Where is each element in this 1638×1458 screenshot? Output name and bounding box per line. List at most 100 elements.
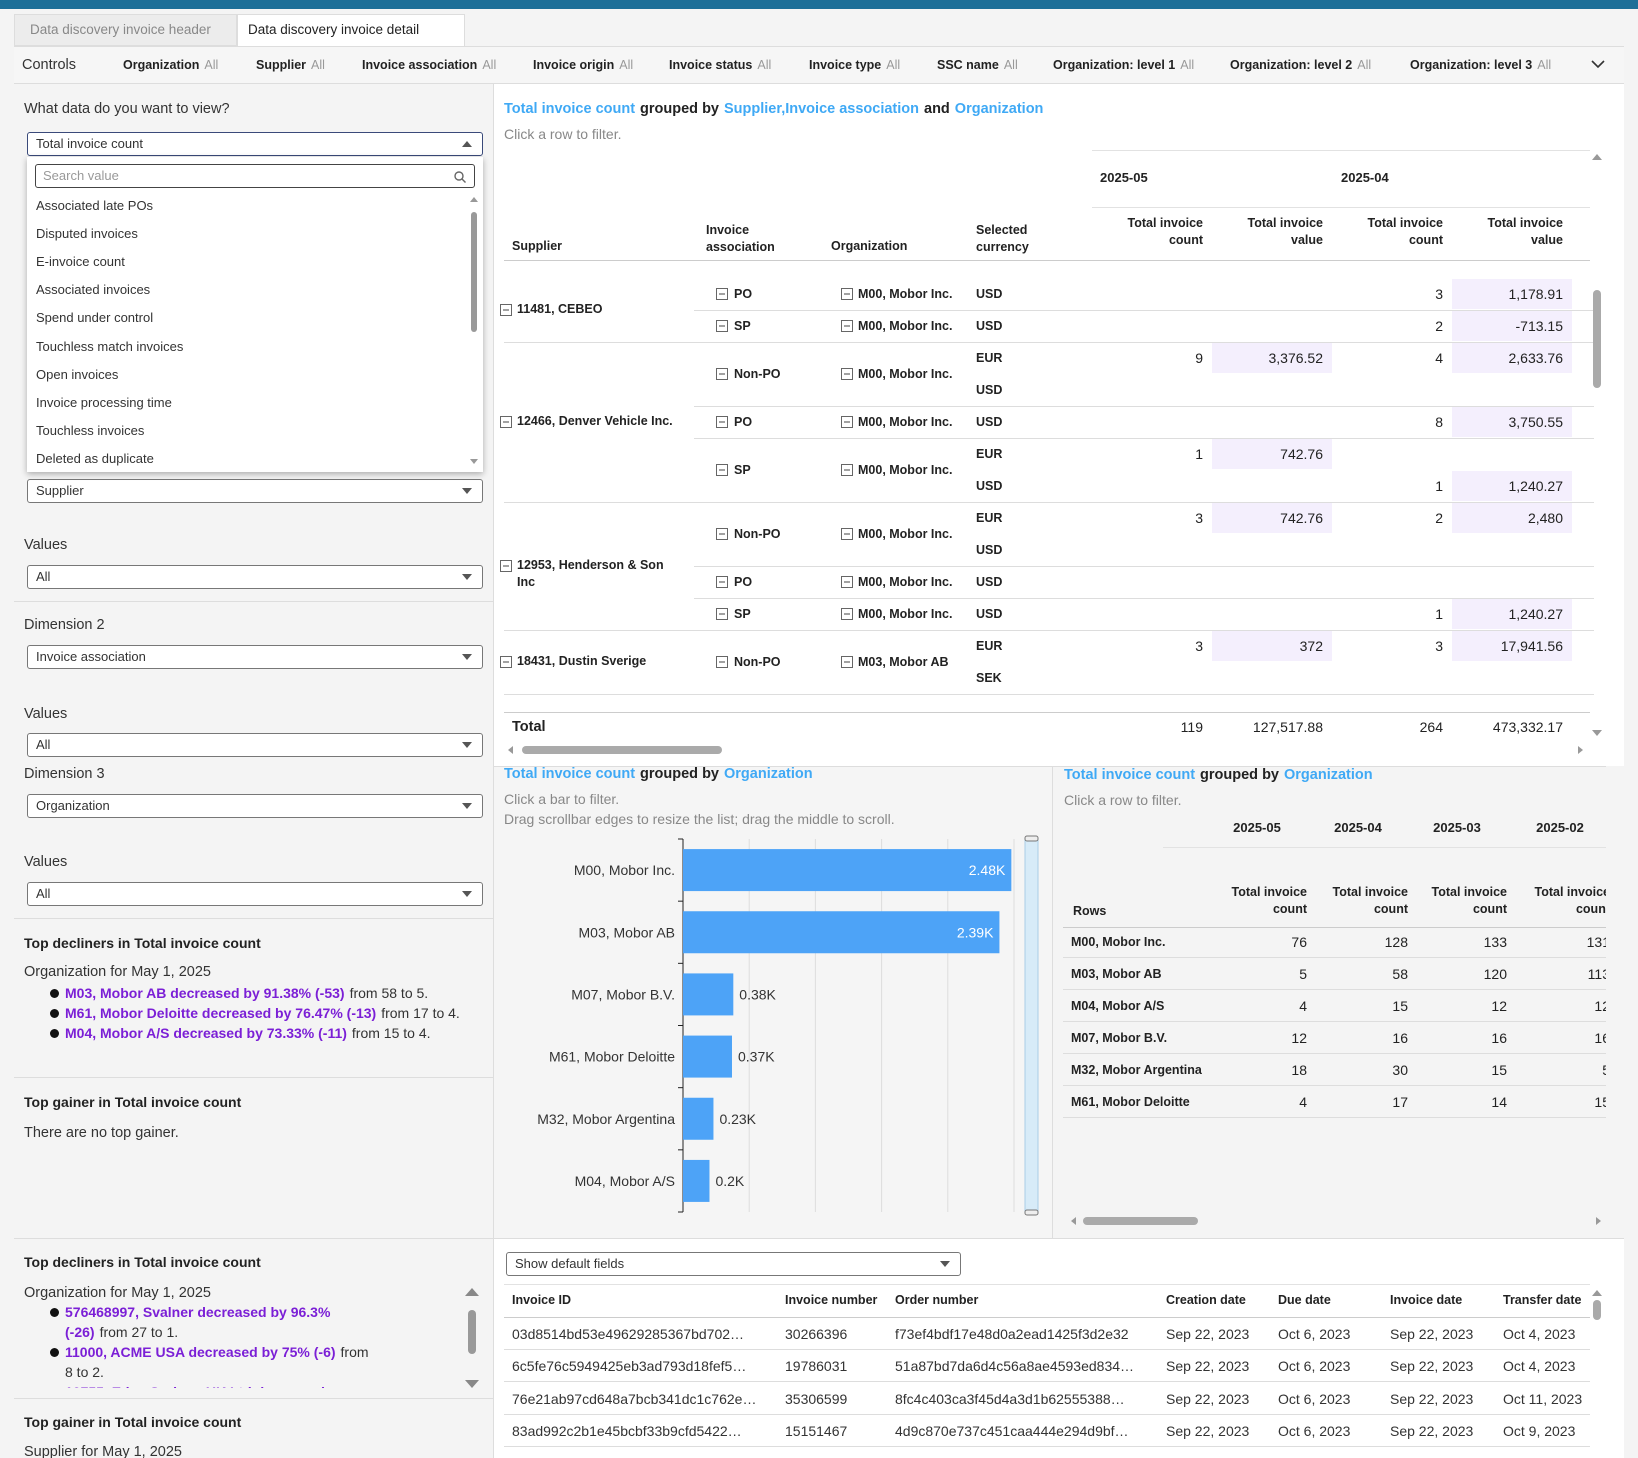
filter[interactable]: Organization All — [123, 56, 218, 74]
organization[interactable]: M00, Mobor Inc. — [858, 607, 953, 621]
insight-link[interactable]: 11000, ACME USA decreased by 75% (-6) — [65, 1344, 336, 1360]
title-link[interactable]: Total invoice count — [504, 766, 636, 782]
divider — [504, 1317, 1590, 1318]
divider — [694, 566, 1594, 567]
association[interactable]: PO — [734, 575, 753, 589]
divider — [1163, 847, 1606, 848]
dropdown-option[interactable]: Touchless invoices — [36, 422, 145, 438]
filter[interactable]: Invoice association All — [362, 56, 496, 74]
association[interactable]: PO — [734, 287, 753, 301]
select[interactable]: All — [27, 565, 483, 589]
insight-link[interactable]: 576468997, Svalner decreased by 96.3% (-… — [65, 1304, 331, 1340]
filter[interactable]: Invoice origin All — [533, 56, 633, 74]
row-name: M04, Mobor A/S — [1071, 999, 1165, 1013]
title-link[interactable]: Organization — [954, 101, 1044, 117]
table-row[interactable]: M32, Mobor Argentina 18 30 155 — [1063, 1054, 1606, 1086]
filter[interactable]: Organization: level 3 All — [1410, 56, 1551, 74]
association[interactable]: SP — [734, 319, 751, 333]
insight-link[interactable]: M61, Mobor Deloitte decreased by 76.47% … — [65, 1005, 377, 1021]
table-row[interactable]: 6c5fe76c5949425eb3ad793d18fef5… 19786031 5… — [504, 1350, 1590, 1383]
dropdown-option[interactable]: Associated late POs — [36, 198, 154, 213]
divider — [504, 502, 1594, 503]
search-box[interactable]: Search value — [35, 164, 475, 188]
controls-title: Controls — [22, 57, 76, 73]
table-row[interactable]: 83ad992c2b1e45bcbf33b9cfd5422… 15151467 4d… — [504, 1415, 1590, 1447]
insight-item[interactable]: M03, Mobor AB decreased by 91.38% (-53) f… — [50, 983, 490, 1003]
organization[interactable]: M03, Mobor AB — [858, 655, 949, 669]
association[interactable]: PO — [734, 415, 753, 429]
insight-item[interactable]: 10755, Eden Springs UK Ltd decreased — [50, 1382, 370, 1388]
tab-active[interactable] — [237, 14, 465, 46]
table-row[interactable]: M04, Mobor A/S 4 15 12 12 — [1063, 990, 1606, 1022]
dropdown-option[interactable]: Disputed invoices — [36, 226, 138, 242]
insight-link[interactable]: M04, Mobor A/S decreased by 73.33% (-11) — [65, 1025, 347, 1041]
cell: 16 — [1491, 1030, 1507, 1046]
select[interactable]: Show default fields — [506, 1252, 961, 1276]
organization[interactable]: M00, Mobor Inc. — [858, 527, 953, 541]
title-link[interactable]: Organization — [724, 766, 813, 782]
title-link[interactable]: Organization — [1284, 767, 1373, 783]
insight-item[interactable]: 576468997, Svalner decreased by 96.3% (-… — [50, 1302, 370, 1342]
insight-link[interactable]: M03, Mobor AB decreased by 91.38% (-53) — [65, 985, 345, 1001]
filter[interactable]: Invoice status All — [669, 56, 771, 74]
organization[interactable]: M00, Mobor Inc. — [858, 463, 953, 477]
insight-item[interactable]: M04, Mobor A/S decreased by 73.33% (-11)… — [50, 1023, 490, 1043]
organization[interactable]: M00, Mobor Inc. — [858, 415, 953, 429]
table-row[interactable]: M03, Mobor AB 5 58 120 113 — [1063, 958, 1606, 990]
dropdown-option[interactable]: Associated invoices — [36, 282, 151, 298]
insight-item[interactable]: M61, Mobor Deloitte decreased by 76.47% … — [50, 1003, 490, 1023]
currency: EUR — [976, 511, 1003, 525]
filter[interactable]: SSC name All — [937, 56, 1018, 74]
supplier[interactable]: 12466, Denver Vehicle Inc. — [517, 414, 673, 428]
table-row[interactable]: M07, Mobor B.V. 12 16 16 16 — [1063, 1022, 1606, 1054]
filter[interactable]: Supplier All — [256, 56, 325, 74]
measure-header: Total invoice count — [1367, 216, 1443, 247]
insight-link[interactable]: 10755, Eden Springs UK Ltd decreased — [65, 1384, 325, 1388]
title-link[interactable]: Total invoice count — [1064, 767, 1196, 783]
association[interactable]: Non-PO — [734, 367, 781, 381]
collapse-icon — [841, 608, 853, 620]
cell: Sep 22, 2023 — [1390, 1358, 1474, 1375]
dropdown-option[interactable]: E-invoice count — [36, 254, 125, 270]
organization[interactable]: M00, Mobor Inc. — [858, 367, 953, 381]
supplier[interactable]: 11481, CEBEO — [517, 302, 603, 316]
total-label: Total — [512, 719, 546, 735]
insight-item[interactable]: 11000, ACME USA decreased by 75% (-6) fro… — [50, 1342, 370, 1382]
select[interactable]: All — [27, 733, 483, 757]
supplier[interactable]: 18431, Dustin Sverige — [517, 654, 647, 668]
table-row[interactable]: M61, Mobor Deloitte 4 17 14 15 — [1063, 1086, 1606, 1118]
filter[interactable]: Organization: level 1 All — [1053, 56, 1194, 74]
dropdown-option[interactable]: Touchless match invoices — [36, 338, 184, 354]
bullet — [50, 1348, 59, 1357]
top-bar — [0, 0, 1638, 9]
cell: Sep 22, 2023 — [1390, 1326, 1474, 1342]
select[interactable]: Organization — [27, 794, 483, 818]
table-row[interactable]: 76e21ab97cd648a7bcb341dc1c762e… 35306599 8… — [504, 1383, 1590, 1415]
organization[interactable]: M00, Mobor Inc. — [858, 287, 953, 301]
title-link[interactable]: Total invoice count — [504, 101, 636, 117]
organization[interactable]: M00, Mobor Inc. — [858, 575, 953, 589]
organization[interactable]: M00, Mobor Inc. — [858, 319, 953, 333]
select[interactable]: Total invoice count — [27, 132, 483, 156]
collapse-icon — [716, 320, 728, 332]
association[interactable]: SP — [734, 463, 751, 477]
select[interactable]: All — [27, 882, 483, 906]
filter[interactable]: Organization: level 2 All — [1230, 56, 1371, 74]
select[interactable]: Supplier — [27, 479, 483, 503]
dropdown-option[interactable]: Spend under control — [36, 310, 154, 326]
table-row[interactable]: 03d8514bd53e49629285367bd702… 30266396 f73… — [504, 1318, 1590, 1350]
tab[interactable] — [14, 14, 237, 46]
association[interactable]: Non-PO — [734, 655, 781, 669]
title-link[interactable]: Supplier,Invoice association — [724, 101, 920, 117]
association[interactable]: Non-PO — [734, 527, 781, 541]
table-row[interactable]: M00, Mobor Inc. 76 128 133 131 — [1063, 926, 1606, 958]
select[interactable]: Invoice association — [27, 645, 483, 669]
filter[interactable]: Invoice type All — [809, 56, 900, 74]
dropdown-option[interactable]: Invoice processing time — [36, 394, 172, 410]
cell: 1,178.91 — [1508, 286, 1564, 302]
cell: 5 — [1299, 966, 1307, 982]
association[interactable]: SP — [734, 607, 751, 621]
dropdown-option[interactable]: Deleted as duplicate — [36, 450, 154, 466]
dropdown-option[interactable]: Open invoices — [36, 366, 119, 382]
supplier[interactable]: 12953, Henderson & Son Inc — [517, 558, 664, 589]
